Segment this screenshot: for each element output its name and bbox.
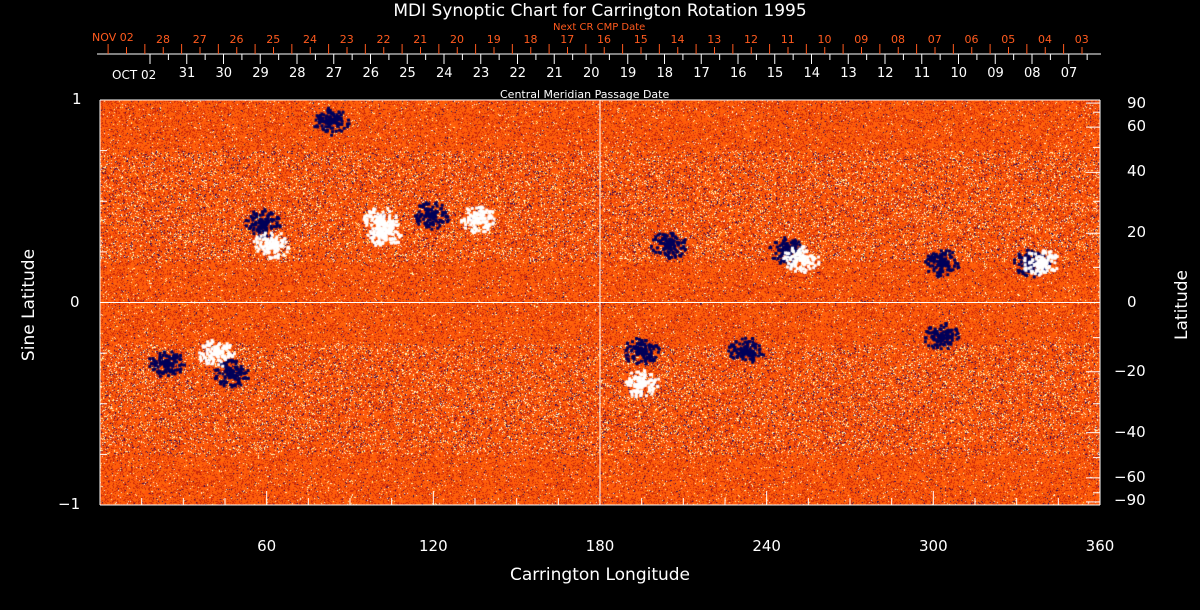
- cmp-day-label: 14: [803, 66, 821, 81]
- x-tick-label: 180: [585, 537, 615, 555]
- y-right-tick-label: 20: [1127, 223, 1147, 242]
- cmp-day-label: 29: [252, 66, 269, 81]
- cmp-day-label: 08: [1023, 66, 1041, 81]
- cmp-day-label: 30: [215, 66, 233, 81]
- y-axis-label-right: Latitude: [1171, 270, 1192, 340]
- cmp-axis-label: Central Meridian Passage Date: [500, 88, 670, 101]
- cmp-day-label: 16: [729, 66, 747, 81]
- cmp-day-label: 27: [325, 66, 343, 81]
- next-cr-day-label: 07: [927, 33, 942, 46]
- cmp-day-label: 19: [619, 66, 637, 81]
- cmp-day-label: 26: [362, 66, 380, 81]
- cmp-day-label: 25: [399, 66, 416, 81]
- x-tick-label: 300: [919, 537, 948, 555]
- next-cr-day-label: 03: [1074, 33, 1089, 46]
- next-cr-day-label: 05: [1001, 33, 1016, 46]
- next-cr-day-label: 11: [780, 33, 795, 46]
- x-tick-label: 120: [419, 537, 448, 555]
- cmp-day-label: 15: [766, 66, 784, 81]
- cmp-day-label: 21: [546, 66, 563, 81]
- cmp-day-label: 10: [950, 66, 968, 81]
- y-left-tick-label: 0: [70, 292, 80, 311]
- y-right-tick-label: −20: [1114, 361, 1146, 380]
- next-cr-day-label: 14: [670, 33, 685, 46]
- next-cr-day-label: 16: [597, 33, 611, 46]
- next-cr-day-label: 27: [192, 33, 207, 46]
- cmp-day-label: 31: [178, 66, 196, 81]
- y-left-tick-label: 1: [72, 90, 82, 108]
- y-right-tick-label: 60: [1127, 117, 1147, 136]
- y-right-tick-label: −60: [1114, 467, 1146, 486]
- next-cr-day-label: 19: [486, 33, 501, 46]
- y-right-tick-label: −40: [1114, 422, 1146, 441]
- next-cr-day-label: 25: [266, 33, 281, 46]
- next-cr-axis-label: Next CR CMP Date: [553, 22, 646, 33]
- cmp-day-label: 07: [1060, 66, 1078, 81]
- next-cr-day-label: 17: [560, 33, 575, 46]
- cmp-day-label: 09: [987, 66, 1004, 81]
- cmp-day-label: 13: [840, 66, 857, 81]
- cmp-month-label: OCT 02: [112, 68, 157, 82]
- cmp-day-label: 22: [509, 66, 527, 81]
- cmp-day-label: 18: [656, 66, 674, 81]
- cmp-day-label: 17: [693, 66, 710, 81]
- next-cr-day-label: 10: [817, 33, 832, 46]
- next-cr-day-label: 20: [450, 33, 464, 46]
- next-cr-day-label: 13: [707, 33, 722, 46]
- next-cr-day-label: 06: [964, 33, 979, 46]
- next-cr-day-label: 26: [229, 33, 244, 46]
- next-cr-day-label: 09: [854, 33, 869, 46]
- cmp-day-label: 28: [288, 66, 306, 81]
- next-cr-day-label: 18: [523, 33, 538, 46]
- x-tick-label: 240: [752, 537, 781, 555]
- next-cr-day-label: 23: [339, 33, 354, 46]
- next-cr-day-label: 15: [633, 33, 648, 46]
- cmp-day-label: 20: [582, 66, 600, 81]
- next-cr-month-label: NOV 02: [92, 31, 134, 44]
- next-cr-day-label: 08: [891, 33, 905, 46]
- y-axis-label-left: Sine Latitude: [19, 248, 40, 362]
- x-tick-label: 60: [257, 537, 277, 555]
- next-cr-day-label: 12: [744, 33, 758, 46]
- next-cr-day-label: 21: [413, 33, 428, 46]
- y-right-tick-label: −90: [1114, 491, 1146, 509]
- y-right-tick-label: 40: [1127, 162, 1147, 181]
- cmp-day-label: 12: [876, 66, 894, 81]
- next-cr-day-label: 24: [303, 33, 317, 46]
- x-axis-label: Carrington Longitude: [509, 565, 691, 585]
- x-tick-label: 360: [1085, 537, 1115, 555]
- next-cr-day-label: 28: [156, 33, 170, 46]
- y-right-tick-label: 90: [1127, 94, 1147, 112]
- next-cr-day-label: 04: [1038, 33, 1052, 46]
- cmp-day-label: 24: [435, 66, 453, 81]
- y-left-tick-label: −1: [58, 495, 81, 513]
- cmp-day-label: 11: [913, 66, 931, 81]
- next-cr-day-label: 22: [376, 33, 391, 46]
- chart-title: MDI Synoptic Chart for Carrington Rotati…: [393, 1, 807, 21]
- y-right-tick-label: 0: [1127, 292, 1137, 311]
- cmp-day-label: 23: [472, 66, 490, 81]
